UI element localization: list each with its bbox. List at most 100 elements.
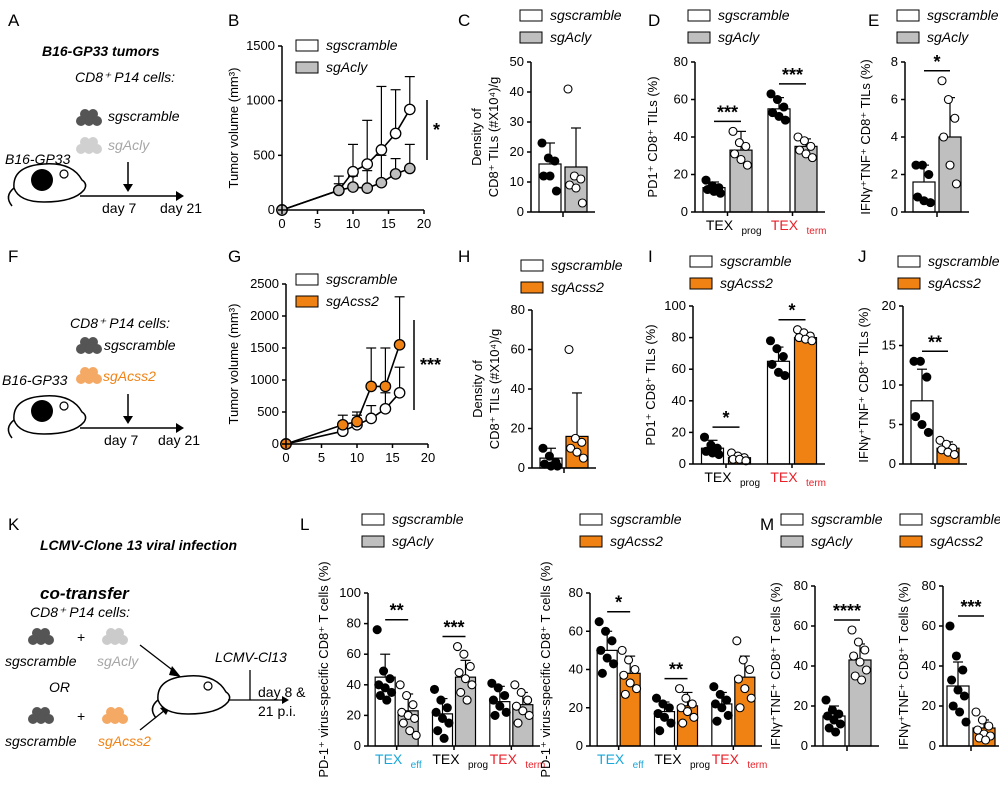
y-tick-label: 50 <box>510 54 524 69</box>
y-tick-label: 80 <box>347 616 361 631</box>
significance-label: * <box>722 408 729 428</box>
data-point <box>951 651 961 661</box>
data-point <box>717 703 727 713</box>
legend-swatch <box>520 259 544 272</box>
data-point <box>821 695 831 705</box>
y-tick-label: 100 <box>339 585 361 600</box>
data-point <box>947 675 957 685</box>
x-category-subscript: term <box>747 760 767 771</box>
data-point <box>516 687 526 698</box>
data-point <box>723 710 733 720</box>
y-tick-label: 500 <box>253 147 275 162</box>
x-category-label: TEX <box>432 751 460 767</box>
y-axis-label: Density of <box>469 108 484 166</box>
y-tick-label: 60 <box>347 646 361 661</box>
data-point <box>510 680 520 690</box>
cell-cluster-icon <box>76 109 102 126</box>
y-tick-label: 1000 <box>246 93 275 108</box>
legend-label: sgscramble <box>326 37 398 53</box>
y-axis-label: Density of <box>470 360 485 418</box>
data-point <box>937 76 947 86</box>
y-tick-label: 40 <box>511 381 525 396</box>
plus-sign: + <box>77 708 85 724</box>
data-point <box>500 690 510 701</box>
y-tick-label: 60 <box>794 618 808 633</box>
cell-cluster-icon <box>28 628 54 645</box>
data-point <box>958 665 968 675</box>
data-point <box>545 171 555 181</box>
data-point <box>689 712 699 722</box>
x-tick-label: 15 <box>381 216 395 231</box>
legend-label: sgscramble <box>720 253 792 269</box>
data-point <box>855 657 865 667</box>
data-point <box>572 447 582 457</box>
y-axis-label: Tumor volume (mm³) <box>226 68 241 189</box>
or-label: OR <box>49 679 70 695</box>
y-tick-label: 80 <box>569 585 583 600</box>
data-point <box>513 718 523 728</box>
x-tick-label: 15 <box>385 450 399 465</box>
data-point <box>666 718 676 728</box>
data-point <box>860 645 870 655</box>
data-point <box>981 735 991 745</box>
legend-label: sgAcss2 <box>720 275 773 291</box>
transfer-arrow <box>139 644 176 673</box>
legend-swatch <box>689 255 713 268</box>
x-category-subscript: term <box>806 478 826 489</box>
legend-label: sgscramble <box>927 7 999 23</box>
data-point <box>347 181 359 193</box>
legend-label: sgAcly <box>927 29 969 45</box>
panel-label-m: M <box>760 515 774 534</box>
schematic-f-cells: CD8⁺ P14 cells: <box>70 315 170 331</box>
data-point <box>436 695 446 705</box>
data-point <box>403 103 416 116</box>
legend-label: sgAcss2 <box>551 279 604 295</box>
data-point <box>596 645 606 655</box>
panel-label-b: B <box>228 11 239 30</box>
y-tick-label: 20 <box>569 700 583 715</box>
data-point <box>380 683 390 693</box>
data-point <box>617 645 627 655</box>
data-point <box>395 680 405 690</box>
y-axis-label: IFNγ⁺TNF⁺ CD8⁺ T cells (%) <box>896 582 911 749</box>
x-category-label: TEX <box>597 751 625 767</box>
plus-sign: + <box>77 629 85 645</box>
data-point <box>746 693 756 703</box>
data-point <box>740 684 750 694</box>
data-point <box>564 344 574 355</box>
data-point <box>806 141 816 151</box>
legend-swatch <box>579 535 603 548</box>
y-axis-label: IFNγ⁺TNF⁺ CD8⁺ T cells (%) <box>768 582 783 749</box>
arrowhead-icon <box>123 184 133 192</box>
legend-label: sgscramble <box>928 253 1000 269</box>
y-tick-label: 80 <box>674 54 688 69</box>
data-point <box>780 370 790 381</box>
data-point <box>687 699 697 709</box>
data-point <box>379 380 392 393</box>
data-point <box>544 451 554 461</box>
y-axis-label: PD-1⁺ virus-specific CD8⁺ T cells (%) <box>316 561 331 777</box>
y-tick-label: 2 <box>891 167 898 182</box>
panel-label-a: A <box>8 11 20 30</box>
data-point <box>444 718 454 728</box>
data-point <box>922 372 932 382</box>
y-tick-label: 20 <box>922 698 936 713</box>
data-point <box>405 726 415 736</box>
y-tick-label: 80 <box>922 578 936 593</box>
data-point <box>379 402 392 415</box>
y-tick-label: 20 <box>882 298 896 313</box>
data-point <box>699 432 710 442</box>
significance-label: ** <box>669 660 683 680</box>
data-point <box>467 680 477 690</box>
significance-label: *** <box>443 618 464 638</box>
static-layer: A B C D E F G H I J K L M B16-GP33 tumor… <box>2 11 879 749</box>
y-tick-label: 6 <box>891 92 898 107</box>
data-point <box>609 659 619 669</box>
y-tick-label: 30 <box>510 114 524 129</box>
data-point <box>807 153 817 163</box>
arrowhead-icon <box>176 423 184 433</box>
data-point <box>835 719 845 729</box>
data-point <box>738 655 748 665</box>
y-tick-label: 2000 <box>250 308 279 323</box>
x-category-subscript: prog <box>742 226 762 237</box>
